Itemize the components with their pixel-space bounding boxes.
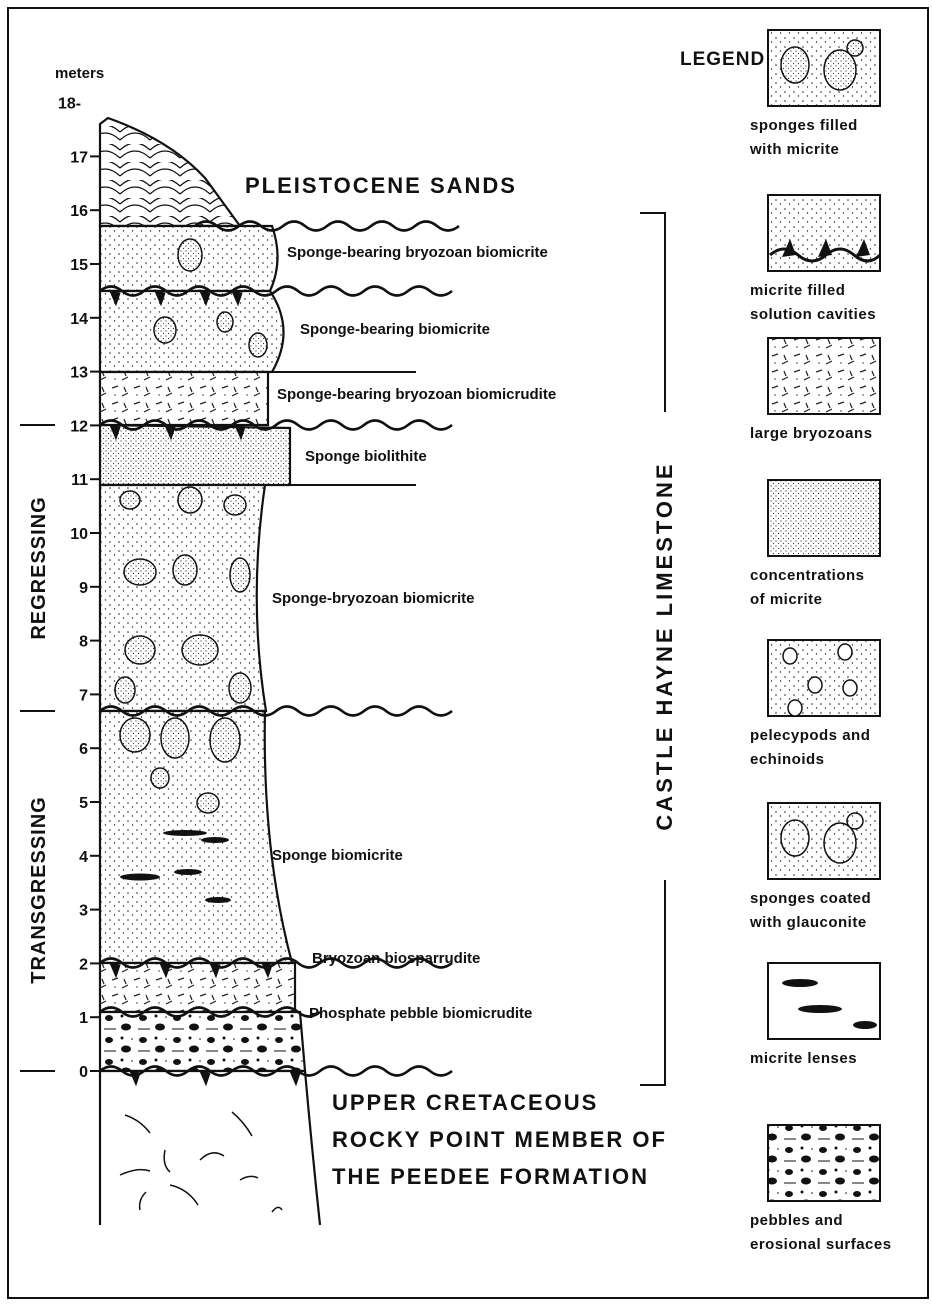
layer bbox=[100, 1012, 305, 1071]
legend-caption: pelecypods and bbox=[750, 727, 870, 744]
tick-label: 18- bbox=[58, 96, 81, 113]
legend-glyph bbox=[798, 1005, 842, 1013]
tick-label: 0 bbox=[79, 1064, 88, 1081]
column bbox=[100, 118, 320, 1225]
legend-caption: sponges coated bbox=[750, 890, 871, 907]
legend-caption: micrite lenses bbox=[750, 1050, 857, 1067]
phase-label: TRANSGRESSING bbox=[28, 796, 50, 983]
tick-label: 4 bbox=[79, 849, 88, 866]
tick-label: 11 bbox=[71, 472, 88, 489]
legend-caption: echinoids bbox=[750, 751, 825, 768]
legend-glyph bbox=[853, 1021, 877, 1029]
tick-label: 5 bbox=[79, 795, 88, 812]
unit-label: Sponge biolithite bbox=[305, 448, 427, 465]
layer bbox=[100, 425, 290, 485]
phase-label: REGRESSING bbox=[28, 496, 50, 639]
legend-swatch bbox=[768, 480, 880, 556]
axis-unit: meters bbox=[55, 65, 104, 82]
legend-caption: large bryozoans bbox=[750, 425, 873, 442]
tick-label: 6 bbox=[79, 741, 88, 758]
tick-label: 13 bbox=[70, 365, 88, 382]
tick-label: 7 bbox=[79, 687, 88, 704]
legend-glyph bbox=[781, 820, 809, 856]
legend-caption: solution cavities bbox=[750, 306, 876, 323]
legend-glyph bbox=[824, 50, 856, 90]
unit-label: Sponge-bearing biomicrite bbox=[300, 321, 490, 338]
tick-label: 8 bbox=[79, 634, 88, 651]
legend-caption: of micrite bbox=[750, 591, 823, 608]
legend-glyph bbox=[808, 677, 822, 693]
tick-label: 15 bbox=[70, 257, 88, 274]
stratigraphic-diagram: meters 0123456789101112131415161718- REG… bbox=[0, 0, 932, 1305]
basement-label: THE PEEDEE FORMATION bbox=[332, 1164, 649, 1189]
legend-glyph bbox=[838, 644, 852, 660]
legend-glyph bbox=[847, 40, 863, 56]
tick-label: 9 bbox=[79, 580, 88, 597]
tick-label: 1 bbox=[79, 1010, 88, 1027]
tick-label: 12 bbox=[70, 418, 88, 435]
legend-glyph bbox=[824, 823, 856, 863]
legend-glyph bbox=[782, 979, 818, 987]
legend-swatch bbox=[768, 338, 880, 414]
legend-caption: sponges filled bbox=[750, 117, 858, 134]
layer bbox=[100, 118, 240, 226]
tick-label: 2 bbox=[79, 956, 88, 973]
tick-label: 16 bbox=[70, 203, 88, 220]
unit-label: PLEISTOCENE SANDS bbox=[245, 173, 517, 198]
legend-glyph bbox=[847, 813, 863, 829]
tick-label: 10 bbox=[70, 526, 88, 543]
unit-label: Sponge-bearing bryozoan biomicrudite bbox=[277, 386, 556, 403]
unit-label: Sponge-bryozoan biomicrite bbox=[272, 590, 475, 607]
layer bbox=[100, 1071, 320, 1225]
legend-caption: erosional surfaces bbox=[750, 1236, 892, 1253]
unit-label: Bryozoan biosparrudite bbox=[312, 950, 480, 967]
legend-glyph bbox=[843, 680, 857, 696]
legend: sponges filled with micrite micrite filled… bbox=[749, 30, 892, 1253]
legend-caption: with glauconite bbox=[749, 914, 867, 931]
legend-glyph bbox=[788, 700, 802, 716]
legend-glyph bbox=[781, 47, 809, 83]
legend-glyph bbox=[783, 648, 797, 664]
unit-label: Phosphate pebble biomicrudite bbox=[309, 1005, 532, 1022]
legend-title: LEGEND bbox=[680, 49, 765, 70]
legend-caption: micrite filled bbox=[750, 282, 845, 299]
legend-swatch bbox=[768, 1125, 880, 1201]
legend-caption: with micrite bbox=[749, 141, 839, 158]
tick-label: 3 bbox=[79, 903, 88, 920]
unit-label: Sponge-bearing bryozoan biomicrite bbox=[287, 244, 548, 261]
tick-label: 17 bbox=[70, 149, 88, 166]
legend-caption: concentrations bbox=[750, 567, 865, 584]
layer bbox=[100, 372, 268, 425]
layer bbox=[100, 291, 284, 372]
basement-label: UPPER CRETACEOUS bbox=[332, 1090, 598, 1115]
formation-label: CASTLE HAYNE LIMESTONE bbox=[652, 461, 677, 830]
unit-label: Sponge biomicrite bbox=[272, 847, 403, 864]
basement-label: ROCKY POINT MEMBER OF bbox=[332, 1127, 667, 1152]
legend-caption: pebbles and bbox=[750, 1212, 843, 1229]
tick-label: 14 bbox=[70, 311, 88, 328]
